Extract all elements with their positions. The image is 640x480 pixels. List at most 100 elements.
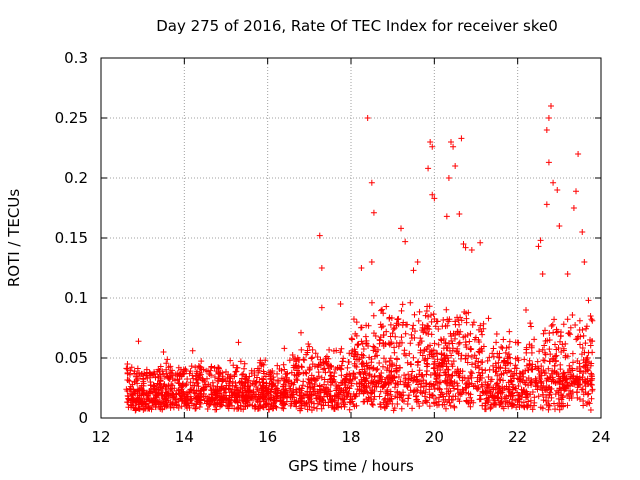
roti-point — [582, 340, 589, 347]
roti-point — [367, 389, 374, 396]
roti-point — [527, 379, 534, 386]
roti-point — [353, 402, 360, 409]
roti-point — [282, 383, 289, 390]
roti-point — [518, 393, 525, 400]
roti-peak-point — [318, 265, 325, 271]
roti-point — [204, 394, 211, 401]
roti-point — [533, 377, 540, 384]
roti-point — [395, 373, 402, 380]
y-axis-label: ROTI / TECUs — [5, 189, 23, 287]
roti-point — [503, 383, 510, 390]
roti-point — [446, 347, 453, 354]
roti-point — [514, 355, 521, 362]
roti-point — [165, 364, 172, 371]
roti-point — [193, 405, 200, 412]
roti-point — [282, 371, 289, 378]
roti-point — [477, 372, 484, 379]
roti-point — [155, 381, 162, 388]
roti-point — [360, 346, 367, 353]
roti-point — [439, 401, 446, 408]
roti-point — [295, 369, 302, 376]
roti-point — [362, 333, 369, 340]
roti-point — [468, 346, 475, 353]
roti-point — [354, 342, 361, 349]
roti-point — [290, 388, 297, 395]
roti-point — [172, 390, 179, 397]
roti-point — [489, 350, 496, 357]
roti-point — [260, 368, 267, 375]
roti-point — [358, 361, 365, 368]
roti-point — [490, 385, 497, 392]
roti-point — [484, 390, 491, 397]
roti-point — [564, 316, 571, 323]
roti-point — [222, 378, 229, 385]
roti-point — [237, 358, 244, 365]
roti-point — [159, 405, 166, 412]
y-tick-label: 0.1 — [64, 289, 88, 307]
roti-point — [589, 317, 596, 324]
roti-point — [568, 380, 575, 387]
roti-point — [237, 402, 244, 409]
roti-peak-point — [587, 313, 594, 319]
roti-point — [454, 345, 461, 352]
roti-point — [170, 404, 177, 411]
roti-point — [147, 388, 154, 395]
roti-point — [260, 361, 267, 368]
roti-point — [317, 362, 324, 369]
roti-point — [380, 399, 387, 406]
roti-point — [348, 380, 355, 387]
roti-point — [286, 377, 293, 384]
roti-point — [312, 392, 319, 399]
roti-point — [298, 364, 305, 371]
roti-point — [567, 375, 574, 382]
roti-point — [411, 388, 418, 395]
roti-peak-point — [485, 315, 492, 322]
roti-point — [156, 380, 163, 387]
roti-point — [566, 362, 573, 369]
roti-point — [416, 367, 423, 374]
roti-point — [335, 404, 342, 411]
y-tick-label: 0 — [78, 409, 88, 427]
roti-point — [290, 364, 297, 371]
roti-point — [203, 400, 210, 407]
roti-point — [484, 399, 491, 406]
roti-point — [458, 352, 465, 359]
roti-peak-point — [585, 297, 592, 304]
roti-point — [482, 402, 489, 409]
roti-point — [371, 387, 378, 394]
y-tick-label: 0.3 — [64, 49, 88, 67]
roti-point — [507, 360, 514, 367]
roti-point — [467, 330, 474, 337]
x-tick-label: 22 — [508, 428, 527, 446]
roti-point — [508, 403, 515, 410]
roti-point — [358, 386, 365, 393]
roti-point — [546, 392, 553, 399]
roti-point — [358, 376, 365, 383]
roti-point — [461, 374, 468, 381]
roti-point — [468, 361, 475, 368]
roti-point — [427, 371, 434, 378]
roti-point — [583, 325, 590, 332]
roti-point — [368, 379, 375, 386]
roti-point — [214, 383, 221, 390]
roti-point — [588, 395, 595, 402]
roti-point — [196, 403, 203, 410]
roti-point — [222, 368, 229, 375]
roti-point — [277, 392, 284, 399]
roti-point — [471, 352, 478, 359]
roti-point — [466, 381, 473, 388]
roti-point — [160, 370, 167, 377]
roti-point — [323, 360, 330, 367]
roti-point — [359, 354, 366, 361]
roti-point — [546, 346, 553, 353]
roti-point — [213, 394, 220, 401]
roti-point — [324, 361, 331, 368]
roti-point — [479, 366, 486, 373]
roti-point — [242, 394, 249, 401]
roti-point — [194, 373, 201, 380]
roti-point — [400, 319, 407, 326]
roti-point — [551, 400, 558, 407]
roti-point — [327, 368, 334, 375]
roti-point — [320, 366, 327, 373]
roti-point — [167, 399, 174, 406]
